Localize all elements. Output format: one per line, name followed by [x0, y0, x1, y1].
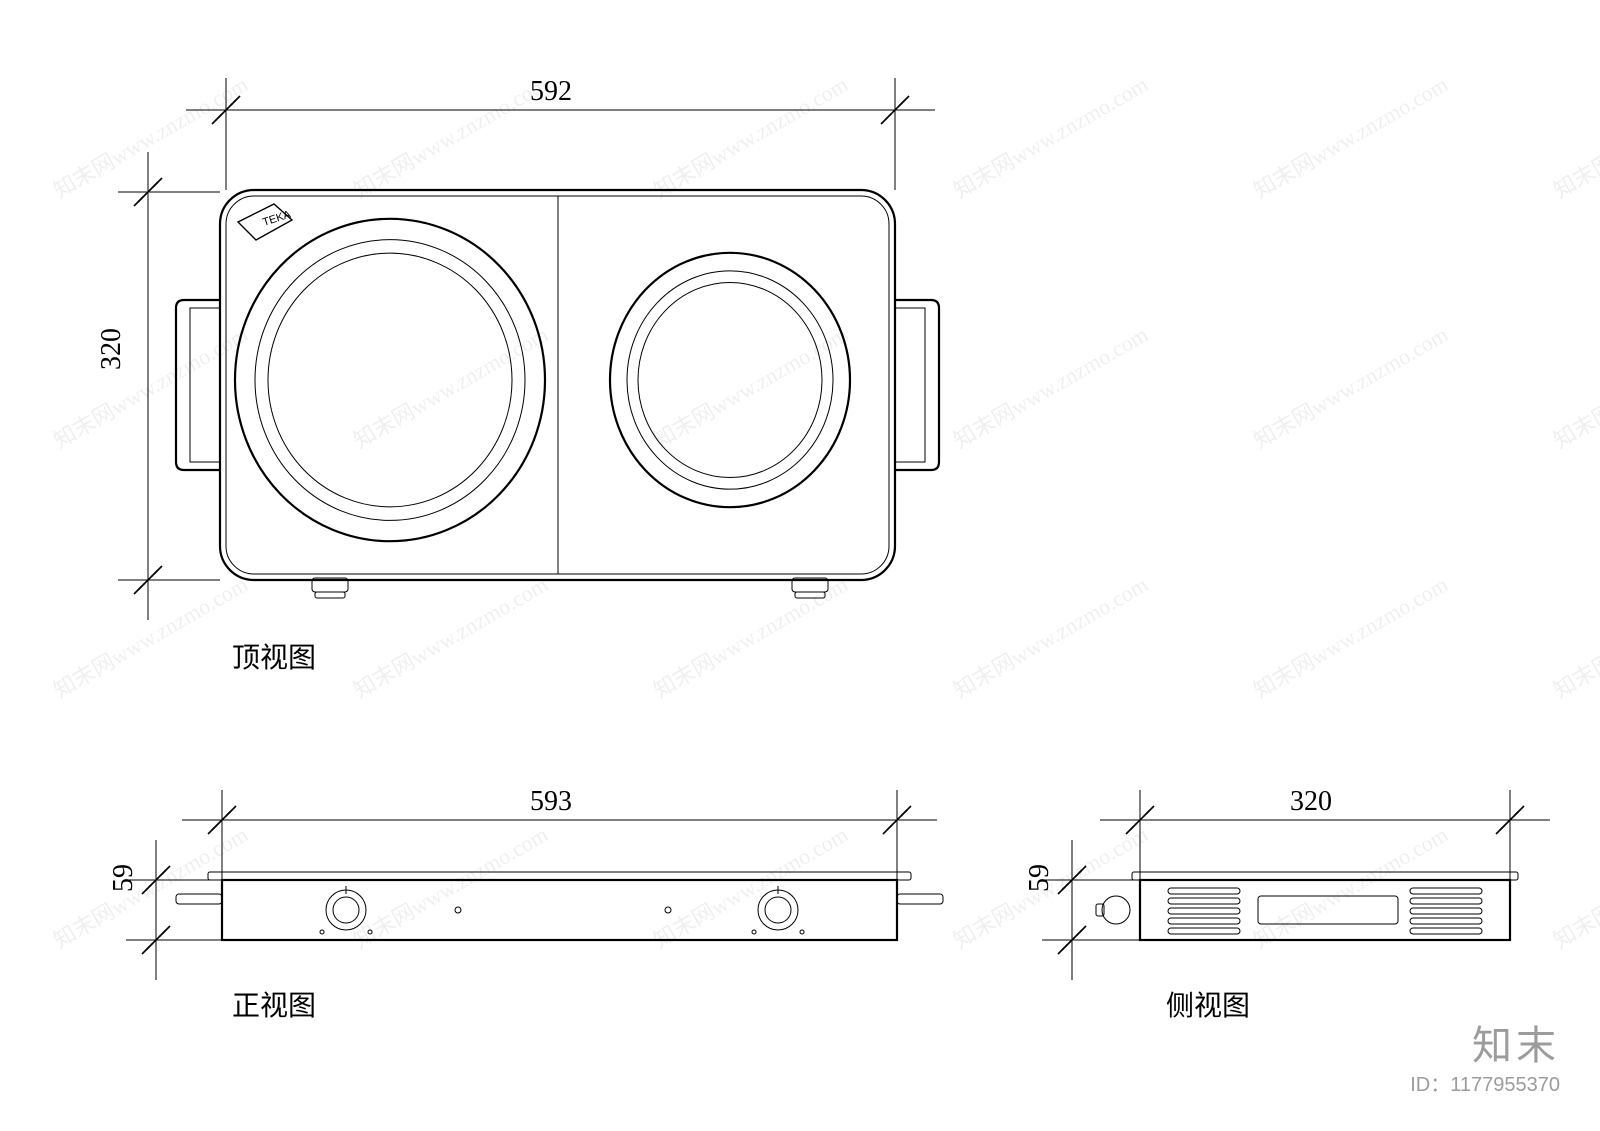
dim-side-width: 320 — [1290, 786, 1332, 818]
footer-logo: 知末 — [1472, 1013, 1560, 1071]
dim-front-width: 593 — [530, 786, 572, 818]
dim-side-height: 59 — [1024, 864, 1056, 892]
label-top-view: 顶视图 — [232, 636, 316, 676]
label-front-view: 正视图 — [232, 984, 316, 1024]
label-side-view: 侧视图 — [1166, 984, 1250, 1024]
footer-id: ID：1177955370 — [1410, 1068, 1560, 1097]
dim-top-width: 592 — [530, 76, 572, 108]
brand-badge: TEKA — [261, 208, 293, 228]
diagram-canvas: { "type": "engineering-orthographic-draw… — [0, 0, 1600, 1131]
dim-top-height: 320 — [96, 328, 128, 370]
dim-front-height: 59 — [108, 864, 140, 892]
drawing-svg: TEKA — [0, 0, 1600, 1131]
